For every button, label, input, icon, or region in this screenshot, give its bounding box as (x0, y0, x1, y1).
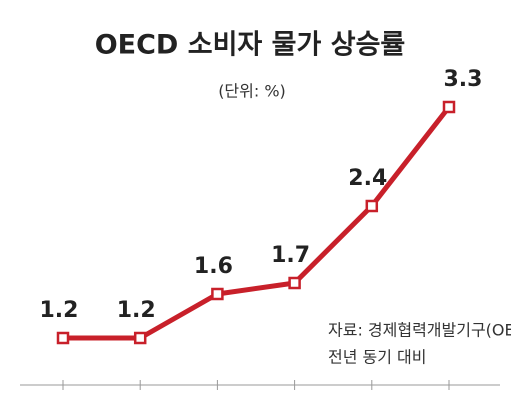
value-label: 1.7 (271, 243, 310, 268)
source-note: 전년 동기 대비 (328, 348, 427, 367)
chart-title: OECD 소비자 물가 상승률 (95, 30, 406, 61)
marker (365, 199, 379, 213)
marker (288, 276, 301, 290)
marker (56, 331, 70, 345)
value-label: 2.4 (348, 166, 387, 191)
marker (133, 331, 147, 345)
marker (211, 287, 224, 301)
value-label: 1.2 (117, 298, 156, 323)
value-label: 1.6 (194, 254, 233, 279)
line (63, 105, 451, 341)
value-label: 1.2 (40, 298, 79, 323)
source-note: 자료: 경제협력개발기구(OECD), (328, 321, 511, 340)
marker (442, 100, 456, 114)
value-label: 3.3 (444, 67, 483, 92)
chart-subtitle: (단위: %) (218, 82, 286, 101)
